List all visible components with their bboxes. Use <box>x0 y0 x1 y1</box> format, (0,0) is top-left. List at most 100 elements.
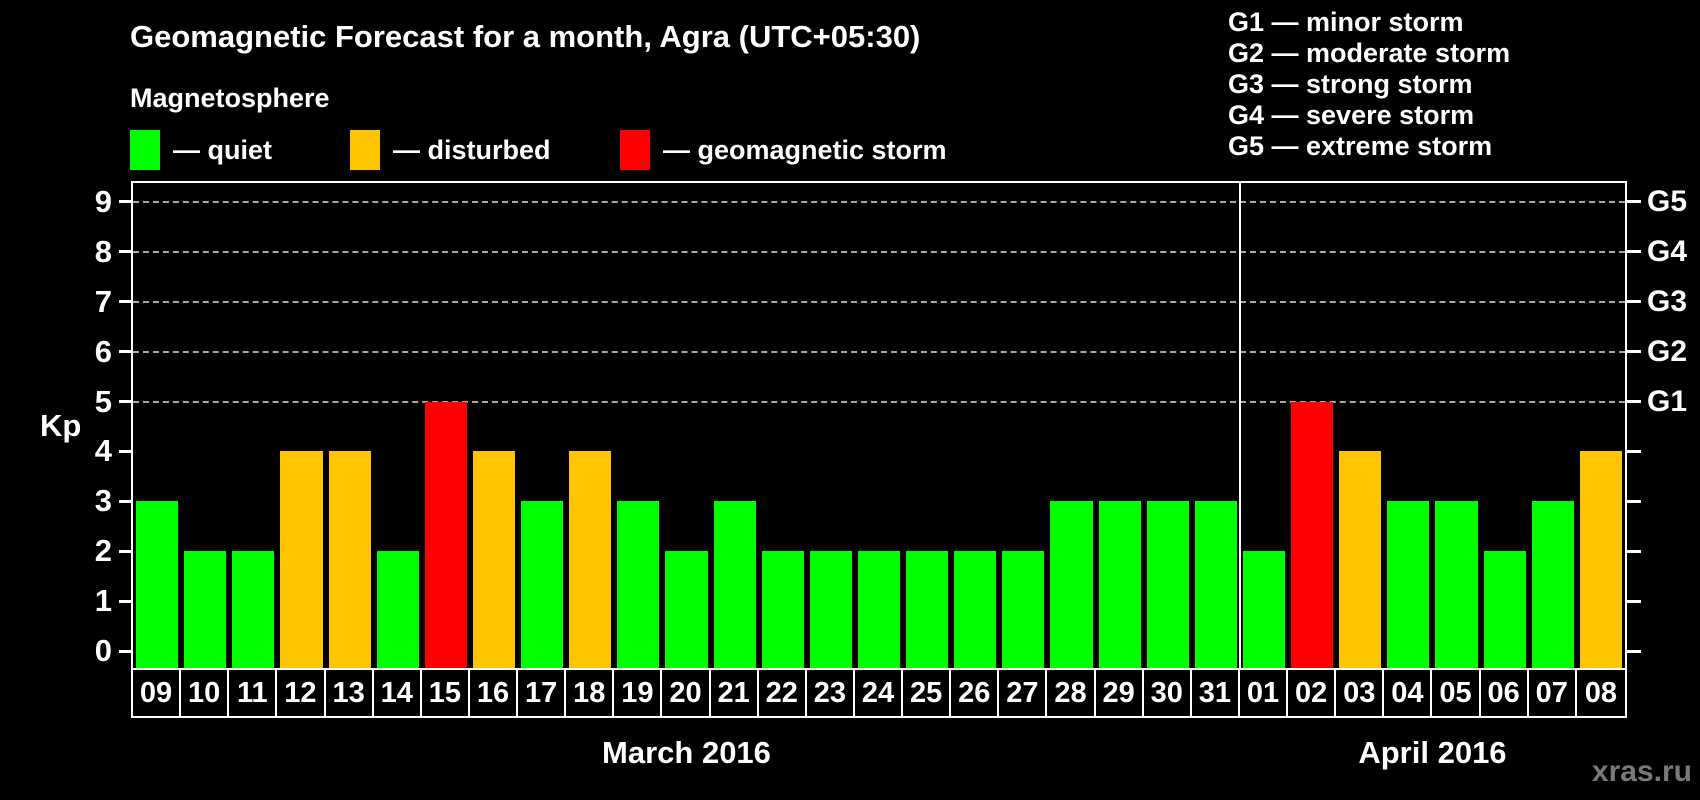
kp-bar-01 <box>1242 551 1286 668</box>
axis-tick-right <box>1627 300 1641 304</box>
axis-tick-right <box>1627 649 1641 653</box>
day-cell: 15 <box>419 668 470 718</box>
day-cell: 11 <box>227 668 278 718</box>
day-cell: 23 <box>804 668 855 718</box>
kp-bar-22 <box>761 551 804 668</box>
kp-bar-25 <box>906 551 949 668</box>
day-cell: 13 <box>323 668 374 718</box>
magnetosphere-label: Magnetosphere <box>130 83 330 113</box>
axis-tick-left <box>119 499 133 503</box>
axis-tick-right <box>1627 549 1641 553</box>
legend-label-quiet: — quiet <box>173 134 272 165</box>
kp-bar-08 <box>1579 451 1622 668</box>
day-cell: 02 <box>1286 668 1337 718</box>
grid-line-kp8 <box>133 250 1625 253</box>
day-axis: 09 10 11 12 13 14 15 16 17 18 19 20 21 22 23 24 25 26 27 28… <box>131 668 1628 718</box>
day-cell: 09 <box>131 668 182 718</box>
right-axis-label-g2: G2 <box>1647 334 1688 368</box>
axis-tick-left <box>119 300 133 304</box>
kp-bar-26 <box>954 551 997 668</box>
day-cell: 08 <box>1574 668 1627 718</box>
y-axis-tick-label: 7 <box>94 283 112 319</box>
axis-tick-left <box>119 599 133 603</box>
kp-bar-11 <box>232 551 275 668</box>
kp-bar-06 <box>1483 551 1526 668</box>
kp-bar-17 <box>521 501 564 668</box>
kp-bar-24 <box>857 551 901 668</box>
kp-bar-03 <box>1339 451 1382 668</box>
axis-tick-right <box>1627 350 1641 354</box>
axis-tick-right <box>1627 400 1641 404</box>
axis-tick-left <box>119 649 133 653</box>
day-cell: 10 <box>179 668 230 718</box>
day-cell: 20 <box>660 668 711 718</box>
kp-bar-31 <box>1194 501 1237 668</box>
legend-item-quiet: — quiet <box>130 129 272 171</box>
kp-bar-18 <box>569 451 612 668</box>
kp-bar-21 <box>713 501 756 668</box>
kp-bar-28 <box>1050 501 1093 668</box>
month-separator <box>1238 183 1241 668</box>
day-cell: 30 <box>1141 668 1192 718</box>
y-axis-tick-label: 0 <box>94 633 112 668</box>
y-axis-tick-label: 8 <box>94 233 112 269</box>
kp-bar-15 <box>424 401 467 668</box>
day-cell: 18 <box>564 668 615 718</box>
storm-swatch <box>620 130 650 170</box>
grid-line-kp7 <box>133 300 1625 303</box>
axis-tick-right <box>1627 499 1641 503</box>
day-cell: 17 <box>516 668 567 718</box>
axis-tick-left <box>119 449 133 453</box>
y-axis-tick-label: 9 <box>94 183 112 219</box>
kp-bar-20 <box>665 551 708 668</box>
kp-bar-29 <box>1098 501 1141 668</box>
right-axis-label-g1: G1 <box>1647 384 1688 418</box>
y-axis-tick-label: 6 <box>94 333 112 369</box>
axis-tick-left <box>119 549 133 553</box>
kp-bar-13 <box>328 451 371 668</box>
kp-bar-30 <box>1146 501 1189 668</box>
grid-line-kp5 <box>133 400 1625 403</box>
day-cell: 14 <box>371 668 422 718</box>
day-cell: 31 <box>1189 668 1240 718</box>
legend-label-disturbed: — disturbed <box>393 134 551 165</box>
legend-item-disturbed: — disturbed <box>350 129 551 171</box>
day-cell: 16 <box>467 668 519 718</box>
day-cell: 26 <box>949 668 1000 718</box>
kp-bar-05 <box>1435 501 1478 668</box>
g-scale-line-5: G5 — extreme storm <box>1228 131 1493 161</box>
month-label: March 2016 <box>602 735 771 770</box>
y-axis-tick-label: 5 <box>94 383 112 419</box>
day-cell: 03 <box>1334 668 1385 718</box>
kp-bar-02 <box>1291 401 1334 668</box>
quiet-swatch <box>130 130 160 170</box>
axis-tick-right <box>1627 599 1641 603</box>
day-cell: 01 <box>1237 668 1289 718</box>
grid-line-kp9 <box>133 200 1625 203</box>
kp-bar-14 <box>376 551 419 668</box>
axis-tick-right <box>1627 200 1641 204</box>
kp-bar-23 <box>809 551 852 668</box>
day-cell: 28 <box>1045 668 1096 718</box>
disturbed-swatch <box>350 130 380 170</box>
kp-bar-19 <box>617 501 660 668</box>
day-cell: 25 <box>901 668 952 718</box>
day-cell: 24 <box>852 668 904 718</box>
grid-line-kp6 <box>133 350 1625 353</box>
month-label: April 2016 <box>1358 735 1507 770</box>
day-cell: 05 <box>1430 668 1481 718</box>
kp-bar-10 <box>184 551 227 668</box>
axis-tick-right <box>1627 250 1641 254</box>
g-scale-line-4: G4 — severe storm <box>1228 100 1475 130</box>
axis-tick-left <box>119 350 133 354</box>
g-scale-line-3: G3 — strong storm <box>1228 69 1473 99</box>
g-scale-line-2: G2 — moderate storm <box>1228 38 1511 68</box>
right-axis-label-g5: G5 <box>1647 184 1688 218</box>
kp-bar-27 <box>1002 551 1045 668</box>
day-cell: 27 <box>997 668 1048 718</box>
axis-tick-left <box>119 250 133 254</box>
day-cell: 22 <box>756 668 807 718</box>
plot-area <box>131 181 1627 670</box>
day-cell: 21 <box>708 668 759 718</box>
